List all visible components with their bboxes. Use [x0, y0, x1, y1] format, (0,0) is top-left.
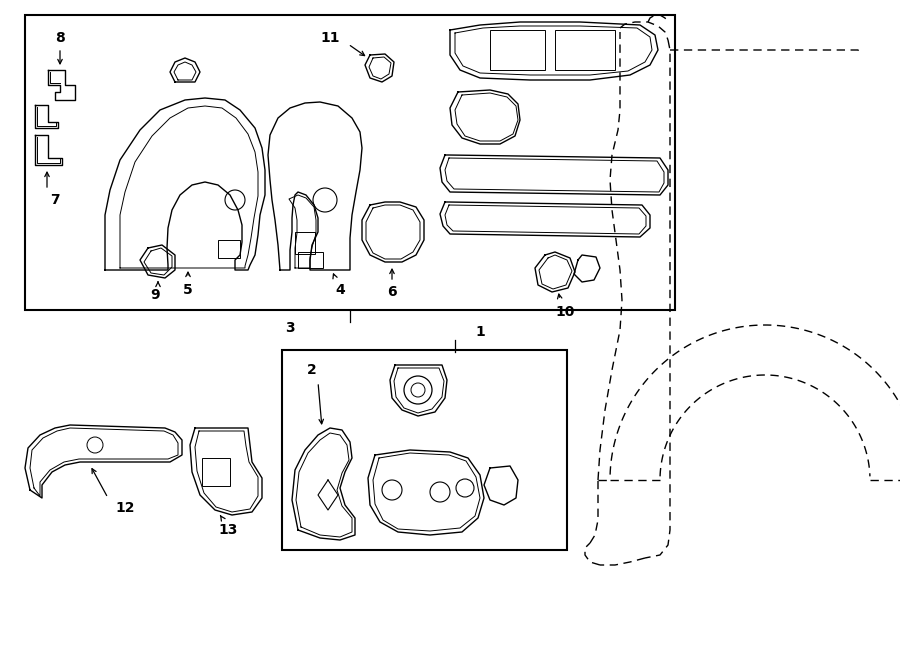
Text: 11: 11 [320, 31, 340, 45]
Bar [282, 350, 567, 550]
Bar [490, 30, 545, 70]
Bar [25, 15, 675, 310]
Text: 12: 12 [115, 501, 135, 515]
Text: 10: 10 [555, 305, 575, 319]
Text: 7: 7 [50, 193, 59, 207]
Text: 6: 6 [387, 285, 397, 299]
Bar [298, 252, 323, 268]
Text: 4: 4 [335, 283, 345, 297]
Bar [555, 30, 615, 70]
Text: 9: 9 [150, 288, 160, 302]
Bar [218, 240, 240, 258]
Text: 3: 3 [285, 321, 295, 335]
Text: 2: 2 [307, 363, 317, 377]
Bar [295, 232, 315, 254]
Bar [202, 458, 230, 486]
Text: 5: 5 [183, 283, 193, 297]
Text: 8: 8 [55, 31, 65, 45]
Text: 13: 13 [219, 523, 238, 537]
Text: 1: 1 [475, 325, 485, 339]
